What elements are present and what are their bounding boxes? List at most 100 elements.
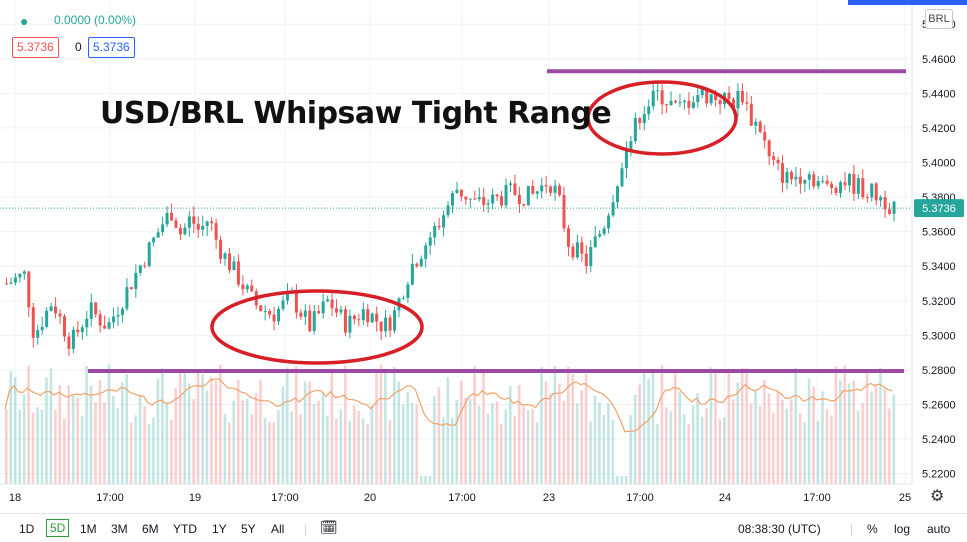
candle-body	[370, 313, 374, 323]
candle-body	[776, 159, 780, 164]
percent-toggle[interactable]: %	[867, 522, 878, 536]
volume-bar	[268, 422, 271, 484]
volume-bar	[473, 366, 476, 484]
candle-body	[473, 198, 477, 200]
volume-bar	[834, 366, 838, 484]
volume-bar	[531, 408, 534, 484]
calendar-range-icon[interactable]: 🗓	[320, 519, 338, 535]
candle-body	[384, 317, 388, 332]
candle-body	[428, 237, 432, 246]
candle-body	[656, 90, 660, 92]
volume-bar	[40, 410, 44, 484]
volume-bar	[183, 370, 186, 484]
ask-price[interactable]: 5.3736	[88, 37, 135, 58]
volume-bar	[219, 364, 222, 484]
candle-body	[789, 171, 793, 180]
candle-body	[571, 246, 575, 258]
candle-body	[870, 183, 874, 198]
candle-body	[183, 227, 187, 235]
volume-bar	[116, 408, 120, 484]
candle-body	[888, 209, 892, 214]
candle-body	[651, 90, 655, 107]
candle-body	[335, 308, 339, 313]
log-toggle[interactable]: log	[894, 522, 911, 536]
y-tick-label: 5.4000	[922, 157, 956, 169]
candle-body	[522, 203, 526, 206]
candle-body	[401, 297, 405, 299]
candle-body	[660, 90, 664, 105]
currency-label[interactable]: BRL	[925, 9, 953, 29]
candle-body	[152, 237, 156, 243]
volume-bar	[165, 402, 169, 484]
candle-body	[410, 263, 414, 285]
volume-bar	[143, 406, 146, 484]
volume-bar	[384, 369, 387, 484]
candle-body	[393, 310, 397, 331]
range-6m[interactable]: 6M	[142, 522, 159, 536]
volume-bar	[71, 394, 75, 484]
candle-body	[781, 163, 785, 183]
volume-bar	[223, 413, 227, 484]
range-1d[interactable]: 1D	[19, 522, 35, 536]
candle-body	[874, 183, 878, 201]
x-tick-label: 17:00	[96, 492, 124, 504]
candle-body	[856, 178, 860, 194]
candle-body	[170, 212, 174, 221]
volume-bar	[517, 384, 521, 484]
volume-bar	[593, 395, 597, 484]
candle-body	[513, 183, 517, 195]
gear-icon[interactable]: ⚙	[930, 488, 945, 505]
volume-bar	[58, 384, 62, 484]
candle-body	[85, 318, 89, 328]
candle-body	[285, 293, 289, 301]
candle-body	[772, 156, 776, 160]
candle-body	[272, 314, 276, 322]
volume-bar	[718, 419, 722, 484]
range-all[interactable]: All	[271, 522, 285, 536]
candle-body	[348, 315, 352, 333]
candle-body	[442, 215, 446, 228]
volume-bar	[343, 365, 347, 484]
candle-body	[477, 197, 481, 200]
volume-bar	[807, 378, 811, 484]
range-1m[interactable]: 1M	[80, 522, 97, 536]
candle-body	[9, 282, 13, 284]
candle-body	[103, 325, 107, 329]
candle-body	[13, 277, 17, 283]
volume-bar	[138, 394, 142, 484]
volume-bar	[294, 366, 298, 484]
volume-bar	[674, 373, 677, 484]
bid-price[interactable]: 5.3736	[12, 37, 59, 58]
range-3m[interactable]: 3M	[111, 522, 128, 536]
volume-bar	[330, 368, 334, 484]
clock-time[interactable]: 08:38:30 (UTC)	[738, 522, 821, 536]
candle-body	[705, 89, 709, 104]
candle-body	[785, 171, 789, 183]
range-1y[interactable]: 1Y	[212, 522, 227, 536]
range-5d[interactable]: 5D	[46, 519, 70, 537]
volume-bars	[5, 364, 896, 484]
volume-bar	[544, 381, 548, 484]
volume-bar	[361, 418, 365, 484]
volume-bar	[67, 385, 71, 484]
candle-body	[299, 312, 303, 317]
candle-body	[223, 253, 227, 259]
auto-toggle[interactable]: auto	[927, 522, 951, 536]
volume-bar	[589, 421, 592, 484]
candle-body	[58, 313, 62, 317]
volume-bar	[107, 364, 111, 484]
candle-body	[638, 118, 642, 123]
volume-bar	[317, 400, 320, 484]
volume-bar	[562, 400, 566, 484]
range-ytd[interactable]: YTD	[173, 522, 197, 536]
volume-bar	[798, 413, 802, 484]
volume-bar	[727, 368, 731, 484]
volume-bar	[772, 413, 775, 484]
volume-bar	[723, 417, 726, 484]
range-5y[interactable]: 5Y	[241, 522, 256, 536]
volume-bar	[736, 382, 740, 484]
volume-bar	[375, 371, 378, 484]
y-tick-label: 5.2600	[922, 399, 956, 411]
candle-body	[535, 191, 539, 194]
